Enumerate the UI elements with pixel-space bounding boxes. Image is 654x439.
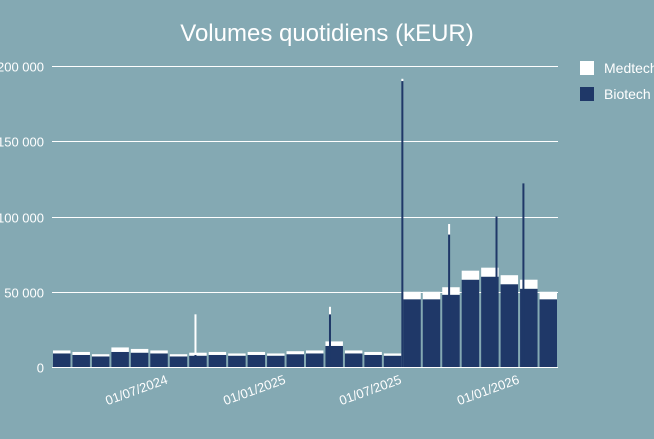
bar-medtech bbox=[150, 350, 168, 354]
legend-item-biotech[interactable]: Biotech bbox=[580, 84, 654, 104]
legend-label-biotech: Biotech bbox=[604, 86, 651, 102]
bar-medtech-peak bbox=[328, 306, 331, 315]
bar-biotech bbox=[208, 354, 227, 367]
bar-medtech bbox=[72, 351, 90, 355]
bar-medtech bbox=[306, 350, 324, 354]
bar-biotech bbox=[247, 354, 266, 367]
bars bbox=[53, 78, 557, 368]
y-axis-tick-labels: 0 50 000 100 000 150 000 200 000 bbox=[0, 60, 44, 376]
bar-biotech bbox=[306, 353, 324, 367]
bar-biotech bbox=[111, 351, 129, 367]
bar-medtech bbox=[344, 350, 363, 354]
bar-medtech-peak bbox=[194, 314, 197, 355]
bar-biotech bbox=[364, 354, 382, 367]
bar-biotech bbox=[228, 355, 246, 367]
x-tick-label: 01/01/2026 bbox=[455, 372, 521, 408]
bar-biotech-peak bbox=[448, 234, 451, 367]
bar-biotech bbox=[286, 354, 304, 367]
bar-medtech bbox=[364, 351, 382, 355]
legend-swatch-medtech bbox=[580, 61, 594, 75]
bar-biotech bbox=[189, 355, 207, 367]
bar-biotech-peak bbox=[495, 216, 498, 367]
bar-medtech bbox=[228, 353, 246, 356]
bar-medtech bbox=[442, 287, 460, 295]
bar-biotech bbox=[403, 299, 421, 367]
bar-medtech bbox=[461, 270, 480, 280]
bar-medtech bbox=[247, 351, 266, 355]
x-tick-label: 01/07/2025 bbox=[337, 372, 403, 408]
chart-title: Volumes quotidiens (kEUR) bbox=[180, 20, 473, 47]
bar-biotech bbox=[520, 288, 538, 367]
bar-medtech bbox=[403, 291, 421, 300]
y-tick-label: 150 000 bbox=[0, 135, 44, 150]
bar-medtech bbox=[286, 351, 304, 355]
y-tick-label: 200 000 bbox=[0, 60, 44, 75]
bar-biotech bbox=[461, 279, 480, 367]
bar-biotech bbox=[325, 345, 343, 367]
bar-biotech bbox=[53, 353, 71, 367]
bar-medtech bbox=[520, 279, 538, 289]
legend-item-medtech[interactable]: Medtech bbox=[580, 58, 654, 78]
y-tick-label: 50 000 bbox=[4, 286, 44, 301]
legend-label-medtech: Medtech bbox=[604, 60, 654, 76]
bar-medtech bbox=[91, 354, 110, 357]
bar-medtech bbox=[53, 350, 71, 354]
bar-biotech bbox=[169, 356, 188, 367]
bar-biotech bbox=[72, 354, 90, 367]
bar-medtech bbox=[130, 348, 149, 353]
x-tick-label: 01/07/2024 bbox=[103, 372, 169, 408]
bar-biotech bbox=[267, 355, 285, 367]
bar-biotech bbox=[383, 355, 402, 367]
bar-medtech-peak bbox=[448, 224, 451, 235]
bar-biotech-peak bbox=[522, 183, 525, 367]
bar-medtech bbox=[383, 353, 402, 356]
bar-medtech bbox=[325, 341, 343, 346]
bar-biotech bbox=[130, 352, 149, 367]
x-tick-label: 01/01/2025 bbox=[221, 372, 287, 408]
bar-biotech bbox=[150, 353, 168, 367]
bar-biotech bbox=[91, 356, 110, 367]
bar-biotech bbox=[539, 299, 557, 367]
bar-biotech bbox=[442, 294, 460, 367]
bar-medtech bbox=[500, 275, 519, 285]
y-tick-label: 100 000 bbox=[0, 211, 44, 226]
bar-biotech-peak bbox=[328, 314, 331, 367]
x-axis-tick-labels: 01/07/2024 01/01/2025 01/07/2025 01/01/2026 bbox=[103, 372, 521, 408]
bar-medtech bbox=[422, 291, 441, 300]
bar-biotech-peak bbox=[401, 81, 404, 368]
bar-biotech bbox=[500, 284, 519, 367]
bar-medtech bbox=[189, 352, 207, 356]
bar-biotech bbox=[422, 299, 441, 367]
bar-medtech bbox=[208, 351, 227, 355]
bar-medtech bbox=[267, 353, 285, 356]
bar-biotech-peak bbox=[194, 354, 197, 367]
y-tick-label: 0 bbox=[37, 361, 44, 376]
bar-medtech bbox=[111, 347, 129, 352]
bar-medtech bbox=[481, 267, 499, 277]
gridlines bbox=[52, 66, 558, 293]
legend-swatch-biotech bbox=[580, 87, 594, 101]
bar-medtech-peak bbox=[401, 78, 404, 82]
legend: Medtech Biotech bbox=[580, 58, 654, 110]
bar-biotech bbox=[481, 276, 499, 367]
bar-medtech bbox=[169, 354, 188, 357]
bar-biotech bbox=[344, 353, 363, 367]
bar-medtech bbox=[539, 291, 557, 300]
